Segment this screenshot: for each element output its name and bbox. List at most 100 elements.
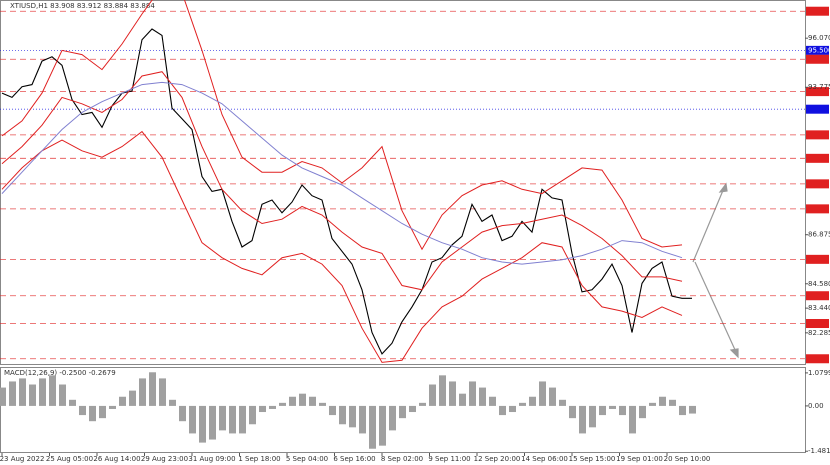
macd-bar <box>649 402 656 406</box>
macd-bar <box>449 381 456 406</box>
level-label-box <box>806 104 829 114</box>
macd-bar <box>489 396 496 406</box>
macd-bar <box>89 405 96 422</box>
macd-bar <box>199 405 206 443</box>
level-label-box <box>806 45 829 55</box>
x-tick-label: 1 Sep 18:00 <box>238 455 280 463</box>
macd-bar <box>359 405 366 434</box>
macd-bar <box>139 378 146 406</box>
macd-bar <box>69 399 76 406</box>
price-line <box>1 28 692 355</box>
y-tick-label: 96.070 <box>808 34 830 42</box>
macd-bar <box>559 399 566 406</box>
macd-bar <box>349 405 356 428</box>
indicator-line <box>1 0 683 251</box>
macd-bar <box>429 384 436 406</box>
macd-bar <box>219 405 226 431</box>
macd-bar <box>599 405 606 416</box>
x-tick-label: 29 Aug 23:00 <box>141 455 188 463</box>
x-tick-label: 15 Sep 15:00 <box>569 455 616 463</box>
x-tick-label: 5 Sep 04:00 <box>286 455 328 463</box>
macd-bar <box>249 405 256 425</box>
main-frame <box>0 0 806 365</box>
macd-bar <box>179 405 186 422</box>
macd-bar <box>409 405 416 413</box>
macd-bar <box>0 387 6 406</box>
macd-bar <box>419 402 426 406</box>
macd-bar <box>119 396 126 406</box>
indicator-line <box>1 71 683 291</box>
y-tick-label: 0.00 <box>808 402 824 410</box>
macd-bar <box>129 390 136 406</box>
macd-bar <box>479 387 486 406</box>
macd-title: MACD(12,26,9) -0.2500 -0.2679 <box>4 369 116 377</box>
macd-bar <box>659 396 666 406</box>
x-tick-label: 6 Sep 16:00 <box>333 455 375 463</box>
indicator-line <box>1 130 683 363</box>
macd-frame <box>0 367 806 453</box>
level-label-box <box>806 354 829 364</box>
macd-bar <box>99 405 106 419</box>
macd-bar <box>519 402 526 406</box>
level-label-box <box>806 153 829 163</box>
macd-bar <box>259 405 266 413</box>
macd-bar <box>399 405 406 419</box>
macd-bar <box>689 405 696 414</box>
macd-bar <box>319 402 326 406</box>
indicator-line <box>1 81 683 265</box>
projection-arrows <box>692 182 739 359</box>
macd-bar <box>569 405 576 419</box>
macd-bar <box>509 405 516 413</box>
y-tick-label: -1.4818 <box>808 447 830 455</box>
macd-bar <box>19 378 26 406</box>
x-tick-label: 31 Aug 09:00 <box>188 455 235 463</box>
macd-bar <box>629 405 636 434</box>
x-tick-label: 19 Sep 01:00 <box>616 455 663 463</box>
x-tick-label: 9 Sep 11:00 <box>428 455 470 463</box>
macd-bar <box>49 375 56 406</box>
macd-bar <box>529 396 536 406</box>
level-label-box <box>806 204 829 214</box>
macd-bar <box>369 405 376 449</box>
level-label-box <box>806 6 829 16</box>
level-label-box <box>806 179 829 189</box>
level-label-box <box>806 54 829 64</box>
macd-bar <box>439 375 446 406</box>
macd-bar <box>459 393 466 406</box>
macd-bar <box>229 405 236 434</box>
macd-bar <box>549 387 556 406</box>
macd-bar <box>579 405 586 434</box>
macd-bar <box>539 381 546 406</box>
y-tick-label: 1.0799 <box>808 369 830 377</box>
macd-bar <box>239 405 246 434</box>
y-tick-label: 86.875 <box>808 231 830 239</box>
macd-bar <box>289 396 296 406</box>
x-tick-label: 8 Sep 02:00 <box>381 455 423 463</box>
macd-bar <box>499 405 506 416</box>
macd-bar <box>9 381 16 406</box>
macd-bar <box>169 399 176 406</box>
y-tick-label: 84.580 <box>808 280 830 288</box>
macd-bar <box>149 372 156 406</box>
level-label-box <box>806 291 829 301</box>
x-tick-label: 26 Aug 14:00 <box>93 455 140 463</box>
macd-bar <box>109 405 116 409</box>
x-tick-label: 20 Sep 10:00 <box>664 455 711 463</box>
x-tick-label: 25 Aug 05:00 <box>46 455 93 463</box>
macd-bar <box>309 396 316 406</box>
x-tick-label: 14 Sep 06:00 <box>521 455 568 463</box>
macd-bar <box>269 405 276 409</box>
y-tick-label: 83.440 <box>808 304 830 312</box>
x-tick-label: 23 Aug 2022 <box>0 455 44 463</box>
level-label: 95.500 <box>808 46 830 54</box>
macd-bar <box>79 405 86 416</box>
macd-bar <box>189 405 196 434</box>
macd-bar <box>589 405 596 428</box>
macd-bar <box>679 405 686 416</box>
level-label-box <box>806 254 829 264</box>
macd-bar <box>609 405 616 409</box>
chart-title: XTIUSD,H1 83.908 83.912 83.884 83.884 <box>10 2 155 10</box>
x-tick-label: 12 Sep 20:00 <box>474 455 521 463</box>
macd-bar <box>379 405 386 446</box>
